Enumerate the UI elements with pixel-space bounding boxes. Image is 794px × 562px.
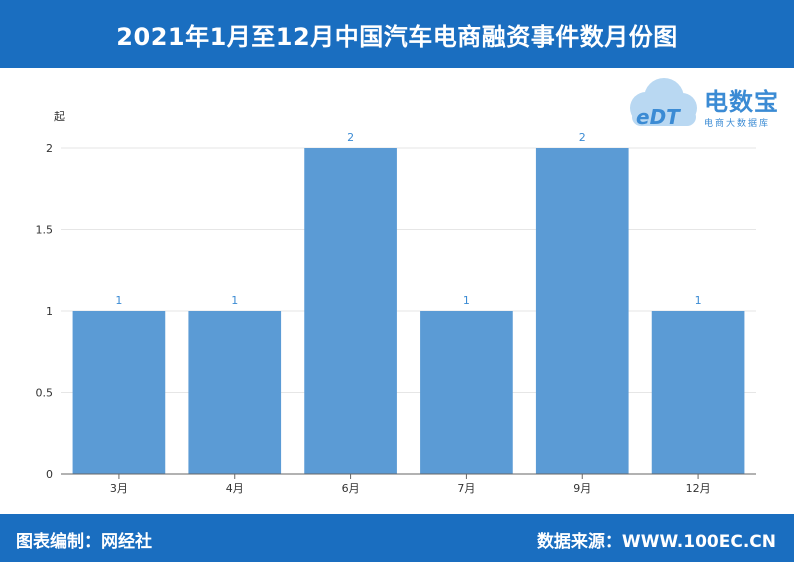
chart-title-bar: 2021年1月至12月中国汽车电商融资事件数月份图 [0, 0, 794, 68]
bar [188, 311, 282, 474]
data-label: 1 [115, 294, 122, 307]
y-tick-label: 0 [46, 468, 53, 481]
data-label: 1 [695, 294, 702, 307]
footer-bar: 图表编制：网经社 数据来源：WWW.100EC.CN [0, 514, 794, 562]
logo-name: 电数宝 [704, 88, 779, 116]
bar [651, 311, 745, 474]
y-tick-label: 2 [46, 142, 53, 155]
x-tick-label: 6月 [342, 482, 360, 495]
logo-mark: eDT [636, 105, 681, 129]
gridlines [61, 147, 756, 393]
bars [72, 148, 745, 474]
footer-source: 数据来源：WWW.100EC.CN [536, 532, 776, 552]
cloud-logo-icon: eDT [630, 78, 697, 129]
axes: 0 0.5 1 1.5 2 起 3月 4月 6月 7月 9月 12月 [36, 110, 756, 495]
data-label: 1 [463, 294, 470, 307]
x-tick-label: 4月 [226, 482, 244, 495]
logo-subtitle: 电商大数据库 [704, 119, 771, 129]
bar [72, 311, 166, 474]
data-labels: 1 1 2 1 2 1 [115, 131, 701, 307]
x-tick-label: 9月 [573, 482, 591, 495]
y-tick-label: 1 [46, 305, 53, 318]
data-label: 2 [347, 131, 354, 144]
edt-logo: eDT 电数宝 电商大数据库 [624, 72, 790, 136]
x-tick-label: 3月 [110, 482, 128, 495]
bar-chart: 1 1 2 1 2 1 0 0.5 1 1.5 2 起 3月 4月 6月 7月 9月 12月 [36, 110, 756, 495]
bar [420, 311, 513, 474]
footer-credit: 图表编制：网经社 [16, 532, 152, 552]
data-label: 2 [579, 131, 586, 144]
x-tick-label: 12月 [686, 482, 711, 495]
bar [535, 148, 629, 474]
y-tick-label: 1.5 [36, 224, 54, 237]
y-tick-label: 0.5 [36, 387, 54, 400]
y-unit-label: 起 [54, 110, 65, 123]
x-tick-label: 7月 [457, 482, 475, 495]
chart-title: 2021年1月至12月中国汽车电商融资事件数月份图 [116, 22, 678, 51]
data-label: 1 [231, 294, 238, 307]
bar [304, 148, 397, 474]
